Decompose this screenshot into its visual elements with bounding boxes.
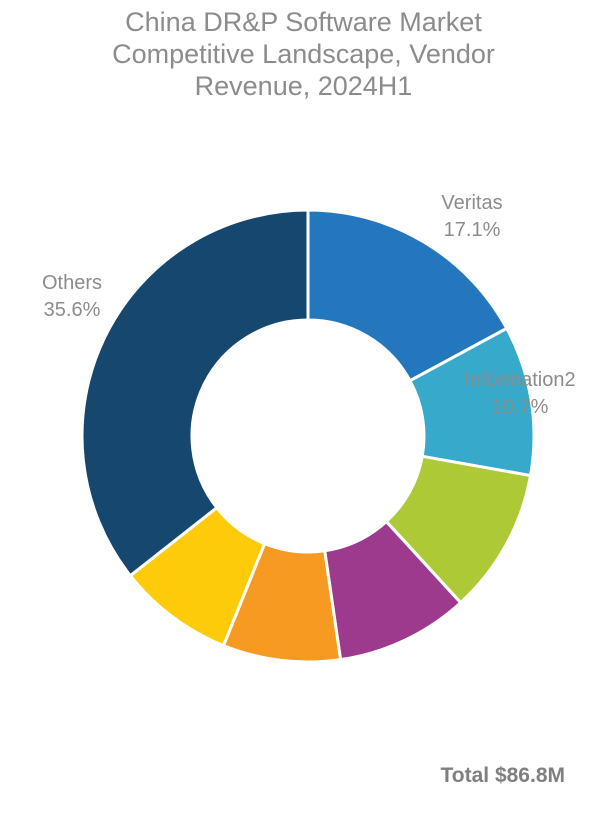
slice-label-value-veritas: 17.1% [444, 219, 501, 241]
total-revenue-footnote: Total $86.8M [440, 764, 565, 787]
donut-slice-others [80, 208, 310, 578]
chart-title-line-2: Competitive Landscape, Vendor [112, 39, 495, 69]
donut-slice-veritas [306, 208, 509, 383]
chart-title: China DR&P Software Market Competitive L… [0, 6, 607, 102]
chart-title-line-1: China DR&P Software Market [125, 7, 482, 37]
chart-title-line-3: Revenue, 2024H1 [194, 71, 413, 101]
slice-label-value-information2: 10.7% [492, 396, 549, 418]
slice-label-value-others: 35.6% [44, 299, 101, 321]
slice-label-name-veritas: Veritas [441, 192, 502, 214]
slice-label-name-information2: Information2 [464, 369, 575, 391]
slice-label-name-others: Others [42, 272, 102, 294]
